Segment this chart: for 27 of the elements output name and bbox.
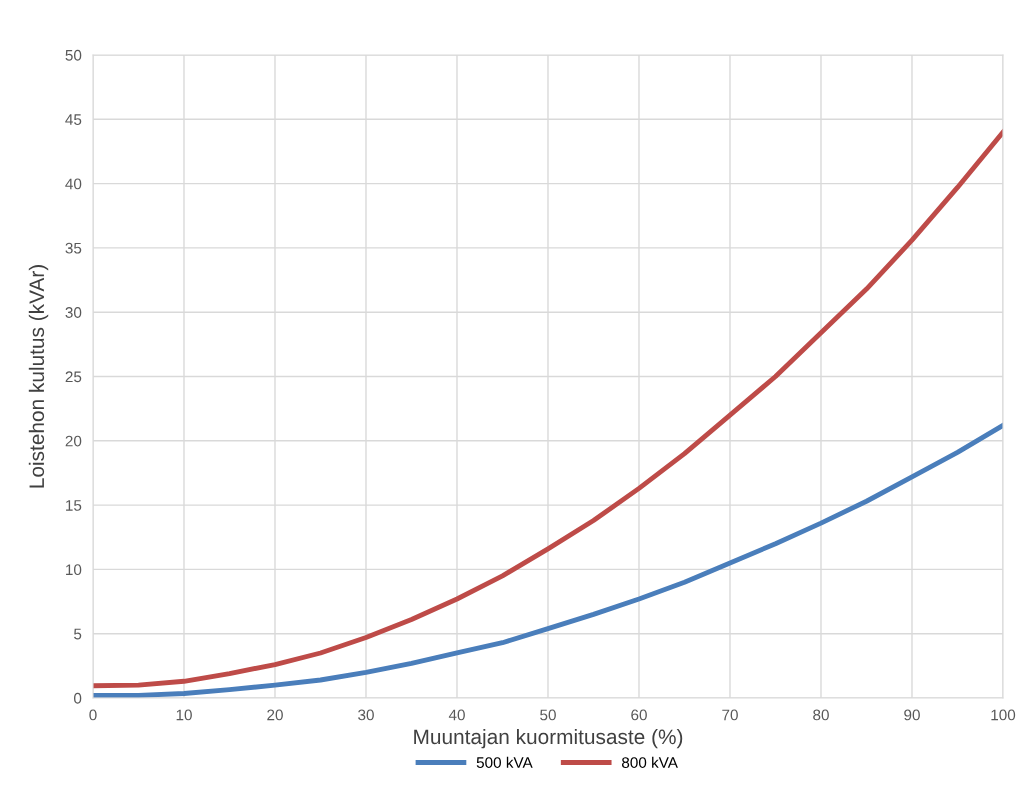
- x-tick-label: 90: [904, 709, 920, 721]
- x-tick-label: 10: [176, 709, 192, 721]
- y-tick-label: 30: [65, 307, 82, 318]
- x-tick-label: 80: [813, 709, 829, 721]
- x-tick-label: 70: [722, 709, 738, 721]
- legend-label: 500 kVA: [476, 756, 533, 768]
- y-tick-label: 50: [65, 49, 82, 61]
- line-series: [93, 129, 1003, 689]
- x-tick-label: 100: [991, 709, 1016, 721]
- x-axis-title: Muuntajan kuormitusaste (%): [414, 728, 683, 749]
- x-tick-label: 30: [358, 709, 374, 721]
- legend-label: 800 kVA: [622, 756, 678, 768]
- y-tick-label: 5: [74, 628, 82, 640]
- x-tick-label: 20: [267, 709, 283, 721]
- y-tick-label: 15: [66, 500, 82, 511]
- x-tick-label: 60: [631, 709, 647, 721]
- y-tick-label: 45: [65, 114, 82, 125]
- y-tick-label: 35: [65, 242, 82, 254]
- x-tick-label: 50: [540, 709, 556, 721]
- x-tick-label: 0: [89, 709, 97, 721]
- y-tick-label: 10: [66, 564, 82, 576]
- y-tick-label: 25: [65, 371, 82, 383]
- y-tick-label: 20: [65, 435, 82, 447]
- y-tick-label: 0: [73, 692, 82, 704]
- y-tick-label: 40: [65, 178, 82, 190]
- x-tick-label: 40: [448, 709, 465, 721]
- y-axis-title: Loistehon kulutus (kVAr): [28, 265, 49, 488]
